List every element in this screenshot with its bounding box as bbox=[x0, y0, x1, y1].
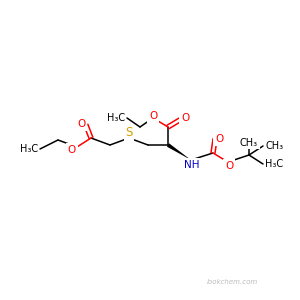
Text: NH: NH bbox=[184, 160, 200, 170]
Text: O: O bbox=[215, 134, 223, 144]
Text: lookchem.com: lookchem.com bbox=[206, 279, 258, 285]
Text: O: O bbox=[181, 113, 189, 123]
Text: S: S bbox=[125, 127, 133, 140]
Text: O: O bbox=[149, 111, 157, 121]
Text: H₃C: H₃C bbox=[265, 159, 283, 169]
Text: O: O bbox=[225, 161, 233, 171]
Polygon shape bbox=[167, 143, 191, 160]
Text: O: O bbox=[77, 119, 85, 129]
Text: CH₃: CH₃ bbox=[265, 141, 283, 151]
Text: H₃C: H₃C bbox=[107, 113, 125, 123]
Text: O: O bbox=[68, 145, 76, 155]
Text: H₃C: H₃C bbox=[20, 144, 38, 154]
Text: CH₃: CH₃ bbox=[240, 138, 258, 148]
